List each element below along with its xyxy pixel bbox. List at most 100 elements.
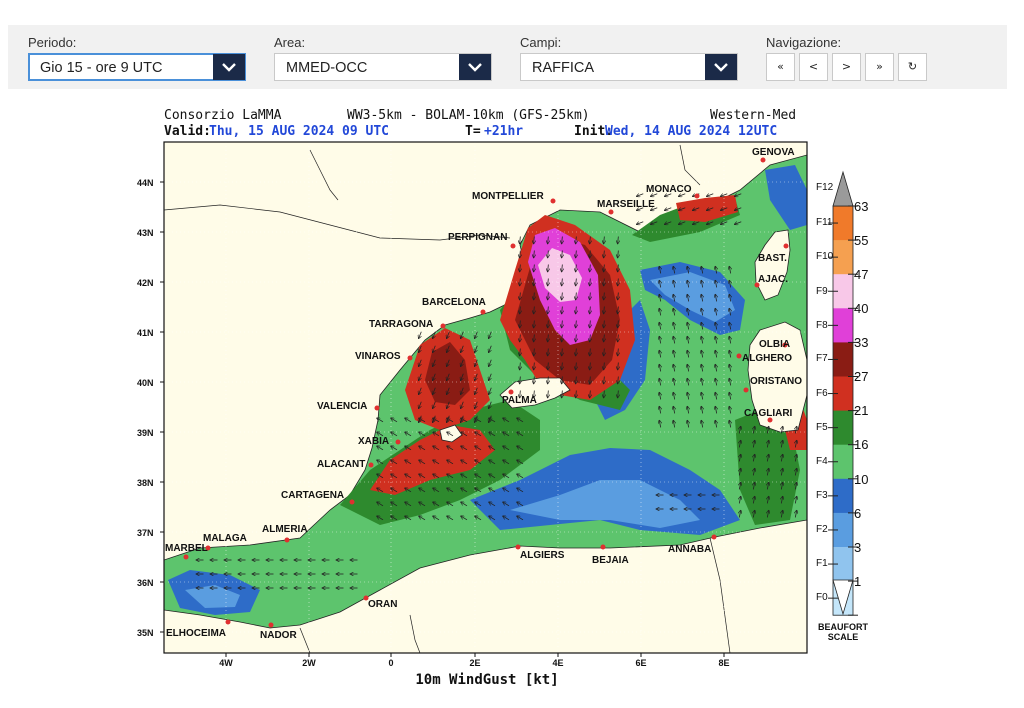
t-label: T= bbox=[465, 124, 481, 139]
lon-tick: 8E bbox=[718, 658, 729, 668]
beaufort-label: F9 bbox=[816, 286, 828, 297]
area-field: Area: MMED-OCC bbox=[274, 35, 492, 81]
blue-zone bbox=[765, 165, 807, 230]
last-button[interactable]: » bbox=[865, 53, 894, 81]
wind-arrows bbox=[197, 194, 797, 588]
lat-tick: 37N bbox=[137, 528, 154, 538]
beaufort-labels: F12 F11 F10 F9 F8 F7 F6 F5 F4 F3 F2 F1 F… bbox=[816, 182, 834, 603]
beaufort-label: F6 bbox=[816, 388, 828, 399]
lat-tick: 39N bbox=[137, 428, 154, 438]
periodo-field: Periodo: Gio 15 - ore 9 UTC bbox=[28, 35, 246, 81]
periodo-value: Gio 15 - ore 9 UTC bbox=[40, 60, 163, 76]
city-label: ALGIERS bbox=[520, 550, 565, 561]
legend-color-swatch bbox=[833, 512, 853, 548]
area-value: MMED-OCC bbox=[286, 60, 368, 76]
legend-color-swatch bbox=[833, 240, 853, 275]
city-label: MONTPELLIER bbox=[472, 191, 544, 202]
city-label: PALMA bbox=[502, 395, 537, 406]
legend-color-swatch bbox=[833, 376, 853, 412]
city-label: CAGLIARI bbox=[744, 408, 793, 419]
legend-top-arrow bbox=[832, 170, 854, 207]
campi-select[interactable]: RAFFICA bbox=[520, 53, 738, 81]
city-label: GENOVA bbox=[752, 147, 795, 158]
city-label: MARBEL bbox=[165, 543, 208, 554]
city-label: OLBIA bbox=[759, 339, 790, 350]
map-frame bbox=[163, 141, 808, 654]
knot-label: 16 bbox=[854, 437, 868, 452]
city-label: VINAROS bbox=[355, 351, 401, 362]
legend-title-line2: SCALE bbox=[828, 632, 859, 642]
darkred-zone bbox=[425, 342, 470, 405]
previous-button[interactable]: < bbox=[799, 53, 828, 81]
chevron-down-icon[interactable] bbox=[213, 54, 245, 80]
next-button[interactable]: > bbox=[832, 53, 861, 81]
city-label: ELHOCEIMA bbox=[166, 628, 226, 639]
lat-tick: 40N bbox=[137, 378, 154, 388]
knot-label: 40 bbox=[854, 301, 868, 316]
lon-tick: 2E bbox=[469, 658, 480, 668]
beaufort-label: F8 bbox=[816, 320, 828, 331]
knot-label: 21 bbox=[854, 403, 868, 418]
header-right: Western-Med bbox=[710, 108, 796, 123]
legend-color-swatch bbox=[833, 478, 853, 514]
lon-tick: 2W bbox=[302, 658, 316, 668]
city-label: MARSEILLE bbox=[597, 199, 655, 210]
longitude-ticks: 4W 2W 0 2E 4E 6E 8E bbox=[219, 658, 729, 668]
periodo-select[interactable]: Gio 15 - ore 9 UTC bbox=[28, 53, 246, 81]
knot-label: 10 bbox=[854, 472, 868, 487]
border-line bbox=[679, 144, 701, 186]
campi-field: Campi: RAFFICA bbox=[520, 35, 738, 81]
refresh-button[interactable]: ↻ bbox=[898, 53, 927, 81]
legend-color-swatch bbox=[833, 410, 853, 446]
city-label: ALGHERO bbox=[742, 353, 792, 364]
beaufort-label: F0 bbox=[816, 592, 828, 603]
t-value: +21hr bbox=[484, 124, 523, 139]
city-label: ALACANT bbox=[317, 459, 365, 470]
first-button[interactable]: « bbox=[766, 53, 795, 81]
knot-label: 33 bbox=[854, 335, 868, 350]
blue-zone bbox=[510, 480, 700, 528]
map-xlabel: 10m WindGust [kt] bbox=[415, 672, 558, 688]
knot-label: 55 bbox=[854, 233, 868, 248]
beaufort-label: F12 bbox=[816, 182, 834, 193]
area-select[interactable]: MMED-OCC bbox=[274, 53, 492, 81]
init-label: Init: bbox=[574, 124, 613, 139]
city-label: TARRAGONA bbox=[369, 319, 433, 330]
city-dots bbox=[183, 157, 789, 628]
legend-color-swatch bbox=[833, 444, 853, 480]
corsica-island bbox=[754, 229, 791, 301]
lat-tick: 38N bbox=[137, 478, 154, 488]
chevron-down-icon[interactable] bbox=[459, 54, 491, 80]
beaufort-label: F10 bbox=[816, 251, 834, 262]
lat-tick: 36N bbox=[137, 578, 154, 588]
lon-tick: 4E bbox=[552, 658, 563, 668]
header-left: Consorzio LaMMA bbox=[164, 108, 282, 123]
city-label: PERPIGNAN bbox=[448, 232, 507, 243]
city-label: AJAC. bbox=[758, 274, 788, 285]
area-label: Area: bbox=[274, 35, 306, 50]
lat-tick: 35N bbox=[137, 628, 154, 638]
campi-label: Campi: bbox=[520, 35, 562, 50]
city-label: BEJAIA bbox=[592, 555, 629, 566]
knot-label: 63 bbox=[854, 199, 868, 214]
lat-tick: 43N bbox=[137, 228, 154, 238]
legend-title-line1: BEAUFORT bbox=[818, 622, 868, 632]
city-label: NADOR bbox=[260, 630, 297, 641]
latitude-ticks: 44N 43N 42N 41N 40N 39N 38N 37N 36N 35N bbox=[137, 178, 154, 638]
lon-tick: 4W bbox=[219, 658, 233, 668]
knot-label: 6 bbox=[854, 506, 861, 521]
chevron-down-icon[interactable] bbox=[705, 54, 737, 80]
header-center: WW3-5km - BOLAM-10km (GFS-25km) bbox=[347, 108, 590, 123]
legend-color-swatch bbox=[833, 308, 853, 343]
knot-label: 1 bbox=[854, 574, 861, 589]
border-line bbox=[164, 204, 511, 241]
city-label: ORAN bbox=[368, 599, 397, 610]
knot-label: 3 bbox=[854, 540, 861, 555]
city-label: ALMERIA bbox=[262, 524, 308, 535]
city-labels: GENOVA MONACO MONTPELLIER MARSEILLE PERP… bbox=[165, 147, 802, 641]
knot-label: 47 bbox=[854, 267, 868, 282]
beaufort-label: F4 bbox=[816, 456, 828, 467]
beaufort-label: F7 bbox=[816, 353, 828, 364]
city-label: ANNABA bbox=[668, 544, 711, 555]
